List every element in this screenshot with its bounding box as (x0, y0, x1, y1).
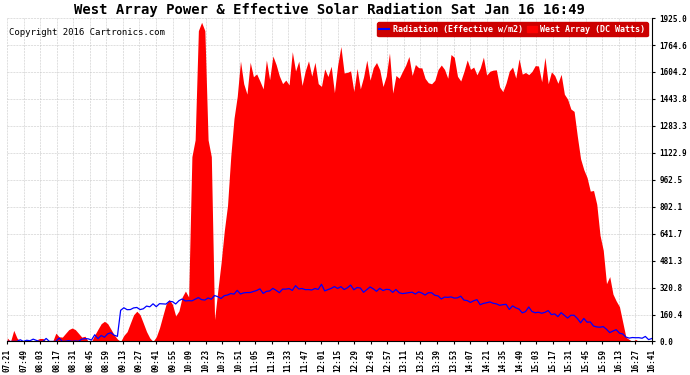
Title: West Array Power & Effective Solar Radiation Sat Jan 16 16:49: West Array Power & Effective Solar Radia… (74, 3, 585, 17)
Legend: Radiation (Effective w/m2), West Array (DC Watts): Radiation (Effective w/m2), West Array (… (377, 22, 648, 36)
Text: Copyright 2016 Cartronics.com: Copyright 2016 Cartronics.com (8, 28, 164, 37)
